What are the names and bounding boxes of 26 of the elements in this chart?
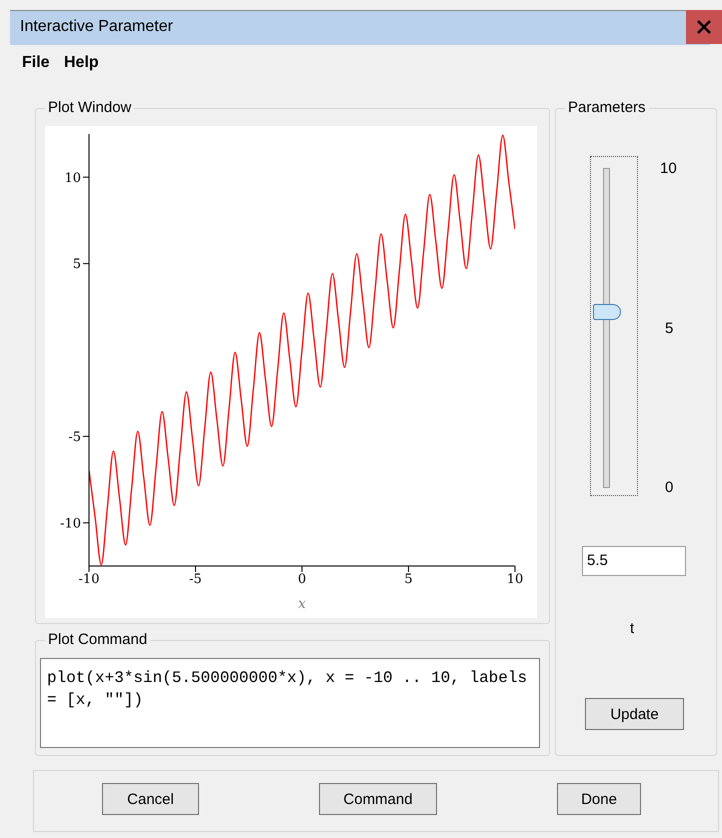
chart-title: Interactive Parameter bbox=[20, 18, 173, 36]
text: Plot Command bbox=[45, 631, 150, 648]
text: 10 bbox=[660, 160, 677, 177]
x-tick-label: -10 bbox=[78, 572, 100, 588]
x-tick-label: 10 bbox=[506, 572, 524, 588]
x-tick-label: -5 bbox=[189, 572, 202, 588]
text: 0 bbox=[665, 479, 674, 496]
text: Plot Window bbox=[45, 99, 134, 116]
text: Command bbox=[319, 783, 437, 815]
y-tick-label: 5 bbox=[72, 257, 81, 272]
text: plot(x+3*sin(5.500000000*x), x = -10 .. 10, labels = [x, ""]) bbox=[40, 658, 540, 748]
text: Update bbox=[585, 698, 684, 730]
y-tick-label: 10 bbox=[64, 170, 81, 186]
y-tick-label: -5 bbox=[68, 430, 81, 446]
x-tick-label: 5 bbox=[404, 572, 413, 588]
x-tick-label: 0 bbox=[298, 572, 306, 588]
x-axis-title: x bbox=[298, 596, 306, 612]
text: File bbox=[22, 54, 50, 72]
text: Parameters bbox=[565, 99, 649, 116]
text: 5.5 bbox=[582, 546, 686, 576]
text: Done bbox=[557, 783, 641, 815]
text: 5 bbox=[665, 320, 674, 337]
text: Help bbox=[64, 54, 99, 72]
text: t bbox=[630, 620, 634, 637]
text: Cancel bbox=[102, 783, 199, 815]
y-tick-label: -10 bbox=[60, 516, 81, 532]
